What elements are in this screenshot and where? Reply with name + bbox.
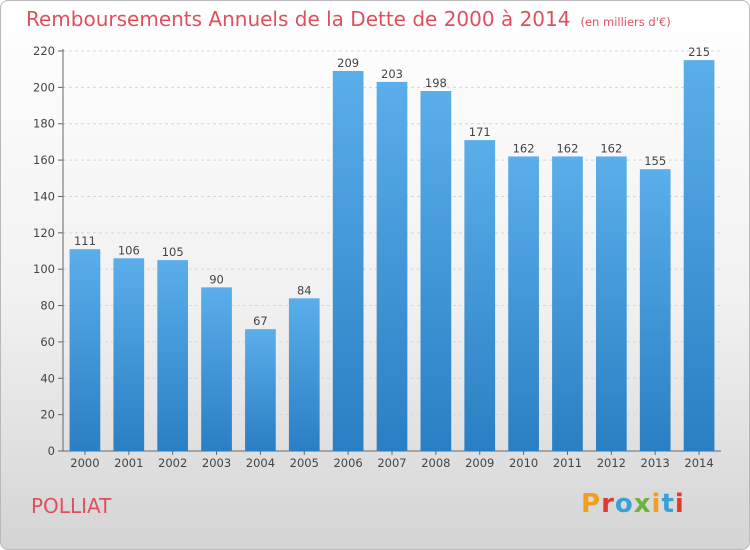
y-tick-label: 180 — [33, 117, 55, 131]
chart-title: Remboursements Annuels de la Dette de 20… — [26, 7, 571, 31]
value-label-2014: 215 — [688, 45, 710, 59]
x-tick-label: 2013 — [641, 456, 670, 470]
value-label-2011: 162 — [556, 141, 578, 155]
y-tick-label: 40 — [40, 371, 55, 385]
y-tick-label: 160 — [33, 153, 55, 167]
x-tick-label: 2014 — [684, 456, 713, 470]
value-label-2004: 67 — [253, 314, 268, 328]
bar-2009 — [464, 140, 496, 451]
bar-2014 — [683, 60, 715, 451]
y-tick-label: 100 — [33, 262, 55, 276]
value-label-2001: 106 — [118, 243, 140, 257]
brand-letter: r — [601, 489, 615, 519]
brand-letter: P — [581, 489, 602, 519]
x-tick-label: 2011 — [553, 456, 582, 470]
bars — [69, 60, 715, 452]
brand-letter: t — [661, 489, 675, 519]
value-label-2007: 203 — [381, 67, 403, 81]
y-tick-label: 220 — [33, 44, 55, 58]
brand-letter: i — [674, 489, 685, 519]
brand-letter: o — [614, 489, 634, 519]
bar-2005 — [288, 298, 320, 451]
value-label-2000: 111 — [74, 234, 96, 248]
x-tick-label: 2006 — [333, 456, 362, 470]
y-tick-label: 0 — [48, 444, 55, 458]
x-tick-label: 2010 — [509, 456, 538, 470]
chart-subtitle: (en milliers d'€) — [580, 15, 671, 29]
x-tick-label: 2007 — [377, 456, 406, 470]
x-tick-label: 2004 — [246, 456, 275, 470]
value-label-2006: 209 — [337, 56, 359, 70]
value-label-2008: 198 — [425, 76, 447, 90]
proxiti-logo: Proxiti — [581, 489, 685, 519]
bar-2011 — [552, 156, 583, 452]
bar-2004 — [245, 329, 276, 451]
value-label-2003: 90 — [209, 272, 224, 286]
bar-2002 — [157, 260, 189, 451]
y-tick-label: 200 — [33, 80, 55, 94]
y-tick-label: 140 — [33, 189, 55, 203]
x-tick-label: 2003 — [202, 456, 231, 470]
bar-2008 — [420, 91, 452, 451]
x-tick-label: 2002 — [158, 456, 187, 470]
bar-2007 — [376, 81, 408, 451]
value-label-2010: 162 — [513, 141, 535, 155]
x-tick-label: 2009 — [465, 456, 494, 470]
bar-2010 — [508, 156, 539, 452]
x-tick-label: 2000 — [70, 456, 99, 470]
bar-2006 — [332, 71, 364, 451]
x-tick-label: 2005 — [290, 456, 319, 470]
bar-2001 — [113, 258, 145, 451]
bar-2013 — [639, 169, 671, 451]
value-label-2005: 84 — [297, 283, 312, 297]
bar-2012 — [595, 156, 627, 452]
y-tick-label: 20 — [40, 408, 55, 422]
value-label-2002: 105 — [162, 245, 184, 259]
title-row: Remboursements Annuels de la Dette de 20… — [26, 7, 671, 31]
y-tick-label: 120 — [33, 226, 55, 240]
x-tick-label: 2001 — [114, 456, 143, 470]
bar-2003 — [201, 287, 232, 451]
data-labels: 111 106 105 90 67 84 209 203 198 171 162 162 162 155 2… — [74, 45, 710, 328]
y-tick-label: 80 — [40, 299, 55, 313]
commune-name: POLLIAT — [31, 494, 112, 518]
brand-letter: i — [651, 489, 662, 519]
y-tick-label: 60 — [40, 335, 55, 349]
x-tick-label: 2012 — [597, 456, 626, 470]
brand-letter: x — [633, 489, 652, 519]
value-label-2009: 171 — [469, 125, 491, 139]
value-label-2012: 162 — [600, 141, 622, 155]
x-tick-label: 2008 — [421, 456, 450, 470]
bar-2000 — [69, 249, 101, 451]
value-label-2013: 155 — [644, 154, 666, 168]
